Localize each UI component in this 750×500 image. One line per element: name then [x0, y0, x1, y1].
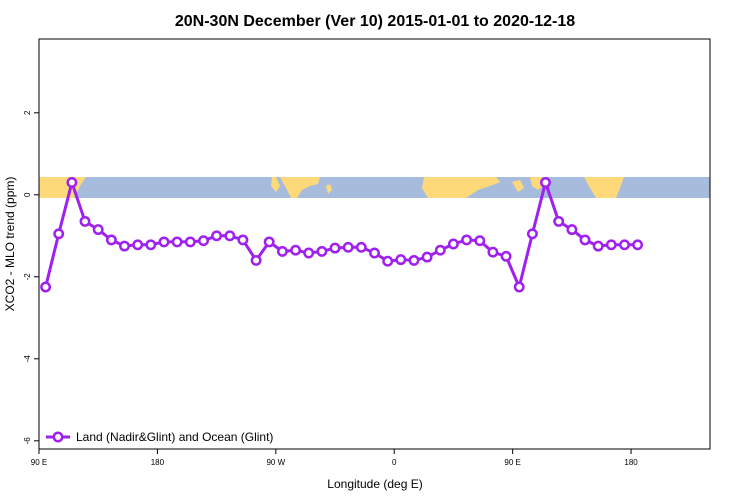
data-point — [395, 254, 407, 266]
data-point — [158, 236, 170, 248]
data-point — [447, 238, 459, 250]
data-point — [566, 224, 578, 236]
data-point — [132, 239, 144, 251]
data-point — [408, 254, 420, 266]
land-shape — [271, 177, 280, 192]
data-point — [369, 247, 380, 259]
data-point — [119, 240, 130, 252]
data-point — [382, 255, 394, 267]
data-point — [105, 234, 117, 246]
data-point — [92, 224, 104, 236]
chart-title: 20N-30N December (Ver 10) 2015-01-01 to … — [175, 13, 575, 30]
data-point — [421, 251, 433, 263]
y-axis-ticks: 2 0 -2 -4 -6 — [23, 110, 39, 444]
x-tick-label: 90 E — [31, 458, 47, 467]
y-tick-label: -2 — [23, 273, 32, 281]
legend-point-swatch — [52, 431, 64, 443]
x-axis-label: Longitude (deg E) — [327, 477, 422, 491]
data-point — [553, 215, 565, 227]
data-point — [79, 215, 91, 227]
data-point — [461, 234, 473, 246]
data-point — [303, 247, 315, 259]
data-point — [184, 236, 196, 248]
y-tick-label: 2 — [23, 110, 32, 115]
data-point — [276, 245, 288, 257]
data-point — [632, 239, 644, 251]
y-tick-label: 0 — [23, 192, 32, 197]
data-point — [40, 281, 52, 293]
land-shape — [422, 177, 500, 198]
y-tick-label: -6 — [23, 437, 32, 445]
data-point — [237, 234, 249, 246]
data-point — [592, 240, 604, 252]
data-point — [619, 239, 630, 251]
land-shape — [584, 177, 624, 198]
x-tick-label: 180 — [624, 458, 638, 467]
data-point — [605, 239, 617, 251]
data-point — [355, 241, 367, 253]
x-tick-label: 90 E — [504, 458, 520, 467]
x-tick-label: 90 W — [266, 458, 285, 467]
series-layer — [40, 177, 644, 293]
y-axis-label: XCO2 - MLO trend (ppm) — [3, 177, 17, 312]
y-tick-label: -4 — [23, 355, 32, 363]
x-axis-ticks: 90 E 180 90 W 0 90 E 180 — [31, 449, 638, 467]
data-point — [540, 177, 551, 188]
data-point — [579, 234, 591, 246]
data-point — [171, 236, 183, 248]
legend-label: Land (Nadir&Glint) and Ocean (Glint) — [76, 430, 273, 444]
data-point — [434, 244, 446, 256]
data-point — [513, 281, 525, 293]
data-point — [198, 235, 209, 247]
data-point — [66, 177, 78, 188]
data-point — [53, 228, 65, 240]
data-point — [487, 246, 499, 258]
data-point — [290, 244, 302, 256]
data-point — [145, 239, 157, 251]
data-point — [342, 241, 354, 253]
land-shape — [512, 180, 524, 192]
data-point — [263, 236, 275, 248]
plot-frame — [38, 38, 711, 450]
data-point — [211, 230, 223, 242]
data-point — [526, 228, 538, 240]
land-shape — [280, 177, 320, 198]
legend: Land (Nadir&Glint) and Ocean (Glint) — [46, 430, 273, 444]
data-point — [474, 235, 486, 247]
series-line — [44, 181, 638, 289]
data-point — [250, 254, 262, 266]
data-point — [329, 242, 341, 254]
land-shape — [326, 184, 332, 194]
x-tick-label: 0 — [392, 458, 397, 467]
data-point — [316, 245, 328, 257]
world-map-band — [39, 177, 710, 198]
data-point — [500, 250, 512, 262]
x-tick-label: 180 — [151, 458, 165, 467]
data-point — [224, 230, 236, 242]
